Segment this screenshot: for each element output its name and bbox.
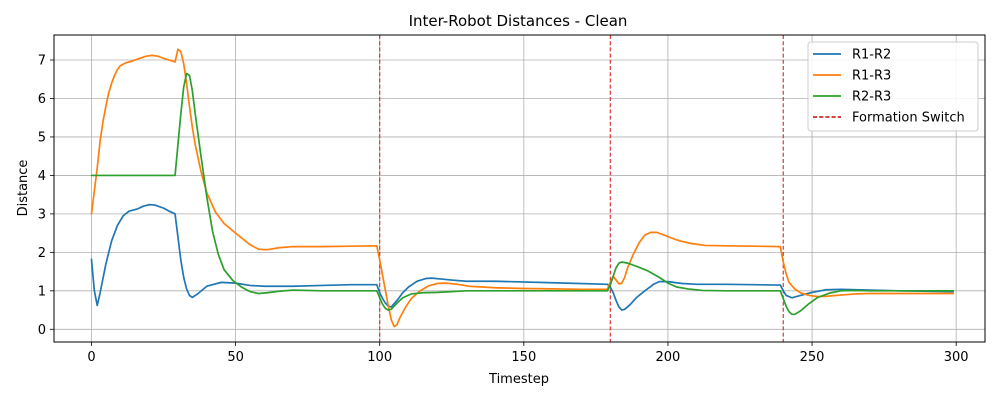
legend-box bbox=[807, 41, 979, 132]
plot-frame bbox=[53, 34, 986, 343]
series-line-r1-r2 bbox=[90, 203, 955, 311]
x-axis-title: Timestep bbox=[488, 372, 549, 387]
y-tick-label: 1 bbox=[38, 284, 46, 299]
series-lines bbox=[90, 48, 955, 328]
legend-label: Formation Switch bbox=[852, 111, 965, 126]
y-tick-label: 6 bbox=[38, 92, 46, 107]
legend-label: R1-R2 bbox=[852, 48, 891, 63]
x-tick-label: 0 bbox=[87, 350, 95, 365]
chart-title: Inter-Robot Distances - Clean bbox=[409, 12, 628, 30]
x-tick-label: 250 bbox=[800, 350, 825, 365]
legend-label: R1-R3 bbox=[852, 69, 891, 84]
x-tick-label: 300 bbox=[944, 350, 969, 365]
y-tick-label: 0 bbox=[38, 323, 46, 338]
x-tick-label: 50 bbox=[227, 350, 244, 365]
legend: R1-R2 R1-R3 R2-R3 Formation Switch bbox=[807, 41, 979, 132]
y-axis-title: Distance bbox=[16, 160, 31, 217]
series-line-r1-r3 bbox=[90, 48, 955, 328]
y-tick-label: 5 bbox=[38, 130, 46, 145]
y-tick-label: 3 bbox=[38, 207, 46, 222]
axis-ticks: 0 50 100 150 200 250 300 0 1 2 3 4 5 6 7 bbox=[38, 54, 969, 365]
x-tick-label: 100 bbox=[367, 350, 392, 365]
x-tick-label: 200 bbox=[656, 350, 681, 365]
series-line-r2-r3 bbox=[90, 72, 955, 316]
formation-switch-lines bbox=[379, 35, 784, 342]
y-tick-label: 7 bbox=[38, 54, 46, 69]
y-tick-label: 4 bbox=[38, 169, 46, 184]
x-tick-label: 150 bbox=[511, 350, 536, 365]
y-tick-label: 2 bbox=[38, 246, 46, 261]
legend-label: R2-R3 bbox=[852, 90, 891, 105]
